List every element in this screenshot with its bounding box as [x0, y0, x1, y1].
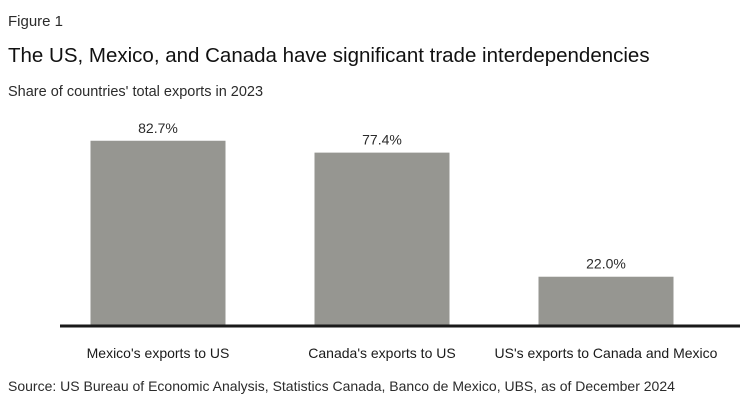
category-label-3: US's exports to Canada and Mexico — [495, 345, 718, 361]
bar-value-label-3: 22.0% — [586, 256, 626, 272]
figure-label: Figure 1 — [8, 13, 64, 30]
bar-value-label-2: 77.4% — [362, 132, 402, 148]
category-label-2: Canada's exports to US — [308, 345, 455, 361]
source-note: Source: US Bureau of Economic Analysis, … — [8, 378, 675, 394]
bar-value-label-1: 82.7% — [138, 120, 178, 136]
bar-1 — [90, 140, 226, 326]
category-label-1: Mexico's exports to US — [87, 345, 230, 361]
bar-3 — [538, 276, 674, 326]
bar-2 — [314, 152, 450, 326]
chart-title: The US, Mexico, and Canada have signific… — [8, 44, 650, 67]
chart-subtitle: Share of countries' total exports in 202… — [8, 84, 264, 100]
